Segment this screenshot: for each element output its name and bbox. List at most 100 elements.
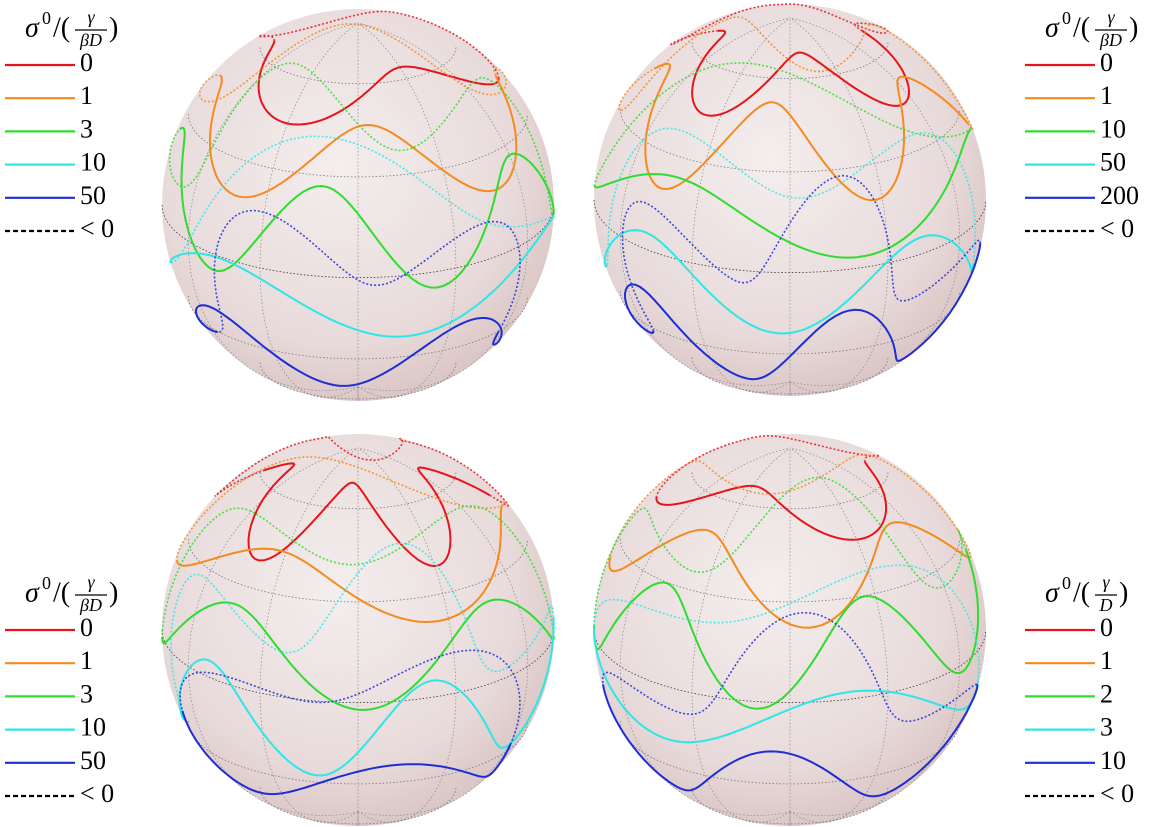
trajectory — [169, 215, 555, 338]
legend-title-symbol: σ — [25, 577, 40, 608]
legend-label: 10 — [1100, 746, 1126, 775]
trajectory — [257, 40, 500, 126]
trajectory — [655, 461, 888, 541]
legend-label: 0 — [1100, 613, 1113, 642]
legend-title-num: γ — [1107, 7, 1115, 27]
grid-latitude — [619, 108, 961, 173]
legend-label: 10 — [1100, 114, 1126, 143]
trajectory — [175, 456, 508, 561]
grid-meridian — [357, 447, 457, 823]
legend-label: < 0 — [1100, 214, 1134, 243]
legend-label: 0 — [1100, 48, 1113, 77]
trajectory — [603, 229, 974, 335]
grid-latitude — [187, 720, 529, 785]
grid-meridian — [187, 22, 359, 391]
trajectory — [593, 628, 979, 744]
grid-latitude — [187, 113, 529, 178]
legend-label: 1 — [80, 81, 93, 110]
grid-meridian — [691, 17, 791, 393]
legend-label: 1 — [1100, 646, 1113, 675]
trajectory — [623, 243, 982, 381]
legend-title-close: ) — [1119, 577, 1128, 608]
legend-label: 50 — [80, 746, 106, 775]
legend-title-num: γ — [87, 572, 95, 592]
sphere — [593, 434, 987, 826]
legend-label: < 0 — [80, 779, 114, 808]
trajectory — [644, 62, 969, 202]
trajectory — [593, 564, 980, 682]
sphere — [593, 3, 987, 396]
legend-label: 3 — [1100, 713, 1113, 742]
trajectory — [194, 304, 503, 387]
legend-label: 2 — [1100, 679, 1113, 708]
trajectory — [198, 23, 507, 103]
legend-title-den: D — [1099, 595, 1113, 615]
trajectory — [247, 462, 491, 568]
trajectory — [170, 542, 555, 710]
grid-meridian — [789, 447, 961, 816]
grid-meridian — [789, 447, 889, 823]
trajectory — [161, 504, 555, 638]
legend-label: < 0 — [1100, 779, 1134, 808]
trajectory — [257, 10, 500, 79]
legend-title-open: /( — [1073, 577, 1090, 608]
legend-title-sup: 0 — [42, 573, 51, 593]
legend-title-num: γ — [1102, 572, 1110, 592]
trajectory — [606, 127, 977, 266]
legend-label: 50 — [1100, 148, 1126, 177]
legend-label: 1 — [80, 646, 93, 675]
legend-title-den: βD — [1099, 30, 1122, 50]
grid-meridian — [789, 17, 889, 393]
trajectory — [175, 506, 503, 624]
legend-title-symbol: σ — [1045, 577, 1060, 608]
legend-label: 200 — [1100, 181, 1139, 210]
legend-title-close: ) — [109, 12, 118, 43]
legend-title-sup: 0 — [1062, 573, 1071, 593]
grid-meridian — [259, 447, 359, 823]
trajectory — [601, 611, 978, 723]
trajectory — [168, 62, 555, 217]
grid-meridian — [357, 22, 529, 391]
sphere — [161, 434, 555, 826]
grid-latitude — [187, 538, 529, 603]
grid-latitude — [619, 290, 961, 355]
trajectory — [608, 521, 970, 629]
grid-meridian — [357, 22, 457, 398]
trajectory — [161, 598, 555, 711]
legend-title-open: /( — [53, 12, 70, 43]
trajectory — [593, 62, 973, 186]
trajectory — [181, 710, 512, 796]
sphere-body — [162, 9, 554, 401]
trajectory — [655, 435, 882, 497]
legend-title-num: γ — [87, 7, 95, 27]
grid-latitude — [619, 538, 961, 603]
legend-title-sup: 0 — [42, 8, 51, 28]
legend-title-den: βD — [79, 595, 102, 615]
grid-latitude — [187, 295, 529, 360]
trajectory — [618, 16, 974, 133]
legend-title-close: ) — [1129, 12, 1138, 43]
trajectory — [602, 683, 979, 798]
legend-title-open: /( — [53, 577, 70, 608]
trajectory — [593, 128, 972, 259]
legend-label: 0 — [80, 613, 93, 642]
grid-meridian — [619, 447, 791, 816]
trajectory — [621, 174, 982, 331]
sphere-body — [594, 4, 986, 396]
legend-title-symbol: σ — [1045, 12, 1060, 43]
trajectory — [214, 435, 509, 507]
legend-label: 3 — [80, 114, 93, 143]
grid-meridian — [187, 447, 359, 816]
sphere — [161, 9, 555, 401]
legend-label: 0 — [80, 48, 93, 77]
legend-label: 3 — [80, 679, 93, 708]
trajectory — [179, 126, 555, 289]
